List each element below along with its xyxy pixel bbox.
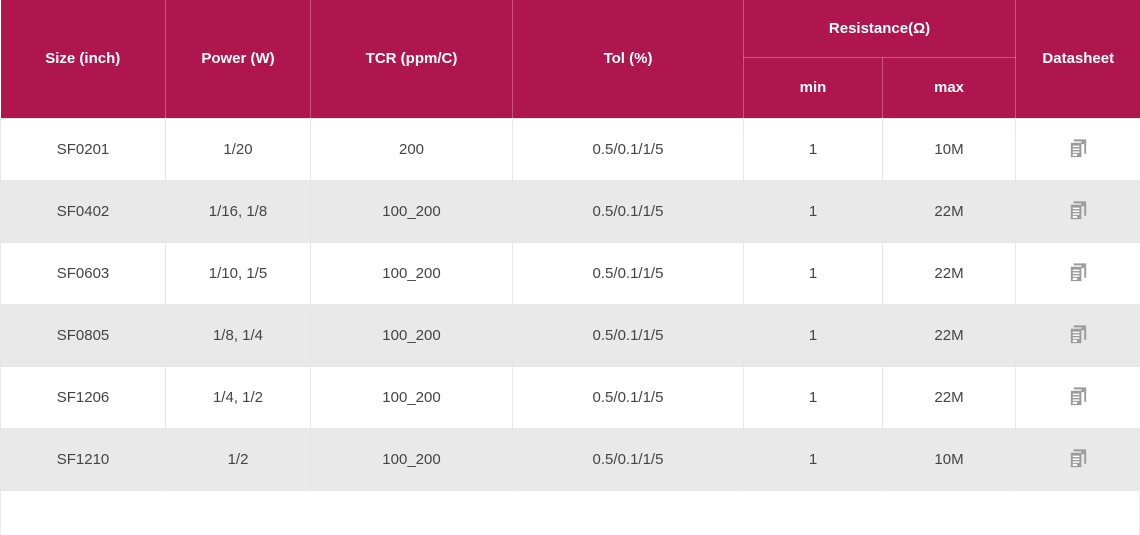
header-power: Power (W) (166, 0, 311, 118)
size-cell: SF0402 (1, 180, 166, 242)
table-footer-space (0, 491, 1140, 535)
header-resistance-max: max (883, 57, 1016, 118)
document-copy-icon (1067, 458, 1090, 473)
resistance-max-cell: 22M (883, 242, 1016, 304)
tcr-cell: 200 (311, 118, 513, 180)
datasheet-download-button[interactable] (1065, 135, 1092, 162)
resistance-max-cell: 22M (883, 366, 1016, 428)
resistance-min-cell: 1 (744, 428, 883, 490)
power-cell: 1/16, 1/8 (166, 180, 311, 242)
power-cell: 1/4, 1/2 (166, 366, 311, 428)
table-row: SF0201 1/20 200 0.5/0.1/1/5 1 10M (1, 118, 1140, 180)
tol-cell: 0.5/0.1/1/5 (513, 180, 744, 242)
resistance-min-cell: 1 (744, 118, 883, 180)
table-row: SF1206 1/4, 1/2 100_200 0.5/0.1/1/5 1 22… (1, 366, 1140, 428)
datasheet-cell (1016, 304, 1140, 366)
datasheet-cell (1016, 180, 1140, 242)
table-row: SF0402 1/16, 1/8 100_200 0.5/0.1/1/5 1 2… (1, 180, 1140, 242)
resistance-max-cell: 10M (883, 428, 1016, 490)
document-copy-icon (1067, 148, 1090, 163)
table-header: Size (inch) Power (W) TCR (ppm/C) Tol (%… (1, 0, 1140, 118)
power-cell: 1/8, 1/4 (166, 304, 311, 366)
document-copy-icon (1067, 210, 1090, 225)
datasheet-cell (1016, 366, 1140, 428)
table-row: SF0603 1/10, 1/5 100_200 0.5/0.1/1/5 1 2… (1, 242, 1140, 304)
resistor-spec-table: Size (inch) Power (W) TCR (ppm/C) Tol (%… (0, 0, 1140, 491)
header-tcr: TCR (ppm/C) (311, 0, 513, 118)
datasheet-cell (1016, 242, 1140, 304)
tcr-cell: 100_200 (311, 366, 513, 428)
tcr-cell: 100_200 (311, 428, 513, 490)
datasheet-cell (1016, 118, 1140, 180)
datasheet-download-button[interactable] (1065, 321, 1092, 348)
resistance-max-cell: 22M (883, 180, 1016, 242)
datasheet-cell (1016, 428, 1140, 490)
tol-cell: 0.5/0.1/1/5 (513, 428, 744, 490)
size-cell: SF0805 (1, 304, 166, 366)
table-row: SF1210 1/2 100_200 0.5/0.1/1/5 1 10M (1, 428, 1140, 490)
datasheet-download-button[interactable] (1065, 259, 1092, 286)
power-cell: 1/2 (166, 428, 311, 490)
tol-cell: 0.5/0.1/1/5 (513, 304, 744, 366)
datasheet-download-button[interactable] (1065, 383, 1092, 410)
power-cell: 1/20 (166, 118, 311, 180)
tcr-cell: 100_200 (311, 180, 513, 242)
size-cell: SF1210 (1, 428, 166, 490)
power-cell: 1/10, 1/5 (166, 242, 311, 304)
table-body: SF0201 1/20 200 0.5/0.1/1/5 1 10M SF0402… (1, 118, 1140, 490)
tol-cell: 0.5/0.1/1/5 (513, 366, 744, 428)
table-row: SF0805 1/8, 1/4 100_200 0.5/0.1/1/5 1 22… (1, 304, 1140, 366)
header-resistance-min: min (744, 57, 883, 118)
resistance-min-cell: 1 (744, 304, 883, 366)
tcr-cell: 100_200 (311, 304, 513, 366)
document-copy-icon (1067, 396, 1090, 411)
document-copy-icon (1067, 272, 1090, 287)
header-datasheet: Datasheet (1016, 0, 1140, 118)
resistance-min-cell: 1 (744, 366, 883, 428)
document-copy-icon (1067, 334, 1090, 349)
size-cell: SF1206 (1, 366, 166, 428)
resistance-max-cell: 22M (883, 304, 1016, 366)
header-tol: Tol (%) (513, 0, 744, 118)
resistance-min-cell: 1 (744, 180, 883, 242)
tcr-cell: 100_200 (311, 242, 513, 304)
size-cell: SF0603 (1, 242, 166, 304)
tol-cell: 0.5/0.1/1/5 (513, 118, 744, 180)
datasheet-download-button[interactable] (1065, 445, 1092, 472)
header-resistance-group: Resistance(Ω) (744, 0, 1016, 57)
header-size: Size (inch) (1, 0, 166, 118)
resistance-max-cell: 10M (883, 118, 1016, 180)
tol-cell: 0.5/0.1/1/5 (513, 242, 744, 304)
size-cell: SF0201 (1, 118, 166, 180)
resistance-min-cell: 1 (744, 242, 883, 304)
datasheet-download-button[interactable] (1065, 197, 1092, 224)
